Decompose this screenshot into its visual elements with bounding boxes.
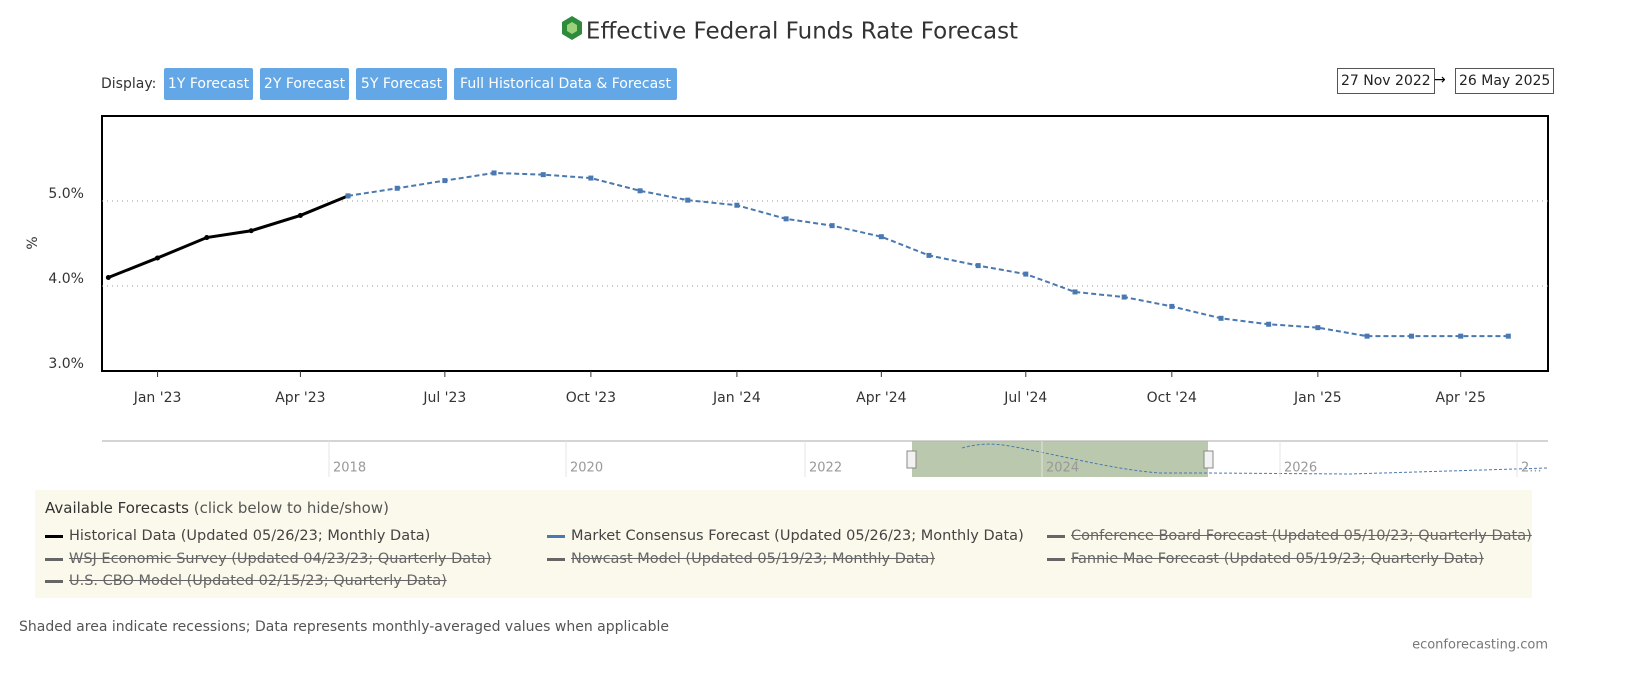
logo xyxy=(562,16,582,40)
legend-swatch xyxy=(547,557,565,561)
point xyxy=(1505,333,1511,339)
forecast-button[interactable]: Full Historical Data & Forecast xyxy=(454,68,677,100)
legend-item[interactable]: Market Consensus Forecast (Updated 05/26… xyxy=(547,528,1024,544)
legend-swatch xyxy=(1047,557,1065,561)
x-tick-label: Jan '23 xyxy=(133,390,182,406)
navigator-label: 2... xyxy=(1521,461,1542,476)
navigator-handle[interactable] xyxy=(906,450,917,469)
legend-label: U.S. CBO Model (Updated 02/15/23; Quarte… xyxy=(69,573,447,589)
navigator-label: 2022 xyxy=(809,461,842,476)
credit: econforecasting.com xyxy=(1412,638,1548,653)
legend-item[interactable]: Conference Board Forecast (Updated 05/10… xyxy=(1047,528,1532,544)
navigator-label: 2018 xyxy=(333,461,366,476)
legend-item[interactable]: Fannie Mae Forecast (Updated 05/19/23; Q… xyxy=(1047,551,1484,567)
legend-swatch xyxy=(45,534,63,538)
x-tick-label: Oct '23 xyxy=(566,390,616,406)
point xyxy=(1121,294,1127,300)
navigator-label: 2024 xyxy=(1046,461,1079,476)
point xyxy=(442,178,448,184)
legend-swatch xyxy=(547,534,565,538)
date-to[interactable]: 26 May 2025 xyxy=(1455,68,1555,94)
legend-item[interactable]: U.S. CBO Model (Updated 02/15/23; Quarte… xyxy=(45,573,447,589)
navigator-series xyxy=(961,443,1549,475)
legend-item[interactable]: Historical Data (Updated 05/26/23; Month… xyxy=(45,528,430,544)
point xyxy=(637,188,643,194)
y-tick-label: 3.0% xyxy=(48,356,84,372)
footnote: Shaded area indicate recessions; Data re… xyxy=(19,619,669,635)
legend-heading: Available Forecasts (click below to hide… xyxy=(45,499,389,517)
legend-swatch xyxy=(1047,534,1065,538)
forecast-button[interactable]: 2Y Forecast xyxy=(260,68,349,100)
point xyxy=(491,170,497,176)
point xyxy=(297,212,303,218)
legend-label: Market Consensus Forecast (Updated 05/26… xyxy=(571,528,1024,544)
y-axis-label: % xyxy=(25,236,41,249)
legend-label: Nowcast Model (Updated 05/19/23; Monthly… xyxy=(571,551,935,567)
legend-swatch xyxy=(45,557,63,561)
point xyxy=(1023,271,1029,277)
point xyxy=(1169,303,1175,309)
navigator-selection[interactable] xyxy=(912,441,1208,477)
legend-item[interactable]: WSJ Economic Survey (Updated 04/23/23; Q… xyxy=(45,551,491,567)
point xyxy=(734,202,740,208)
forecast-button[interactable]: 5Y Forecast xyxy=(356,68,447,100)
forecast-button[interactable]: 1Y Forecast xyxy=(164,68,253,100)
x-tick-label: Jan '24 xyxy=(712,390,761,406)
y-tick-label: 5.0% xyxy=(48,186,84,202)
point xyxy=(783,216,789,222)
date-from[interactable]: 27 Nov 2022 xyxy=(1337,68,1435,94)
point xyxy=(926,252,932,258)
point xyxy=(1315,325,1321,331)
legend-label: WSJ Economic Survey (Updated 04/23/23; Q… xyxy=(69,551,492,567)
navigator-label: 2026 xyxy=(1284,461,1317,476)
legend-item[interactable]: Nowcast Model (Updated 05/19/23; Monthly… xyxy=(547,551,935,567)
y-tick-label: 4.0% xyxy=(48,271,84,287)
point xyxy=(878,234,884,240)
point xyxy=(394,185,400,191)
point xyxy=(1364,333,1370,339)
point xyxy=(588,175,594,181)
point xyxy=(1458,333,1464,339)
legend-title: Available Forecasts xyxy=(45,499,189,517)
x-tick-label: Apr '24 xyxy=(856,390,906,406)
series-line xyxy=(107,194,349,279)
point xyxy=(248,228,254,234)
point xyxy=(105,275,111,280)
point xyxy=(1072,289,1078,295)
navigator-label: 2020 xyxy=(570,461,603,476)
point xyxy=(345,193,351,199)
legend-label: Conference Board Forecast (Updated 05/10… xyxy=(1071,528,1532,544)
point xyxy=(1266,321,1272,327)
x-tick-label: Jul '24 xyxy=(1003,390,1047,406)
legend-swatch xyxy=(45,579,63,583)
legend: Available Forecasts (click below to hide… xyxy=(35,490,1532,598)
x-tick-label: Apr '23 xyxy=(275,390,325,406)
x-tick-label: Apr '25 xyxy=(1436,390,1486,406)
point xyxy=(1408,333,1414,339)
legend-hint: (click below to hide/show) xyxy=(193,499,389,517)
x-tick-label: Oct '24 xyxy=(1147,390,1197,406)
legend-label: Historical Data (Updated 05/26/23; Month… xyxy=(69,528,431,544)
point xyxy=(1218,315,1224,321)
page-title: Effective Federal Funds Rate Forecast xyxy=(586,19,1018,45)
point xyxy=(540,172,546,178)
navigator-handle[interactable] xyxy=(1203,450,1214,469)
x-tick-label: Jul '23 xyxy=(422,390,466,406)
point xyxy=(975,263,981,269)
point xyxy=(685,197,691,203)
point xyxy=(829,223,835,229)
legend-label: Fannie Mae Forecast (Updated 05/19/23; Q… xyxy=(1071,551,1484,567)
range-separator: → xyxy=(1434,72,1446,88)
point xyxy=(204,235,210,241)
display-label: Display: xyxy=(101,76,157,92)
point xyxy=(155,255,161,261)
plot-frame xyxy=(101,115,1549,372)
x-tick-label: Jan '25 xyxy=(1293,390,1342,406)
